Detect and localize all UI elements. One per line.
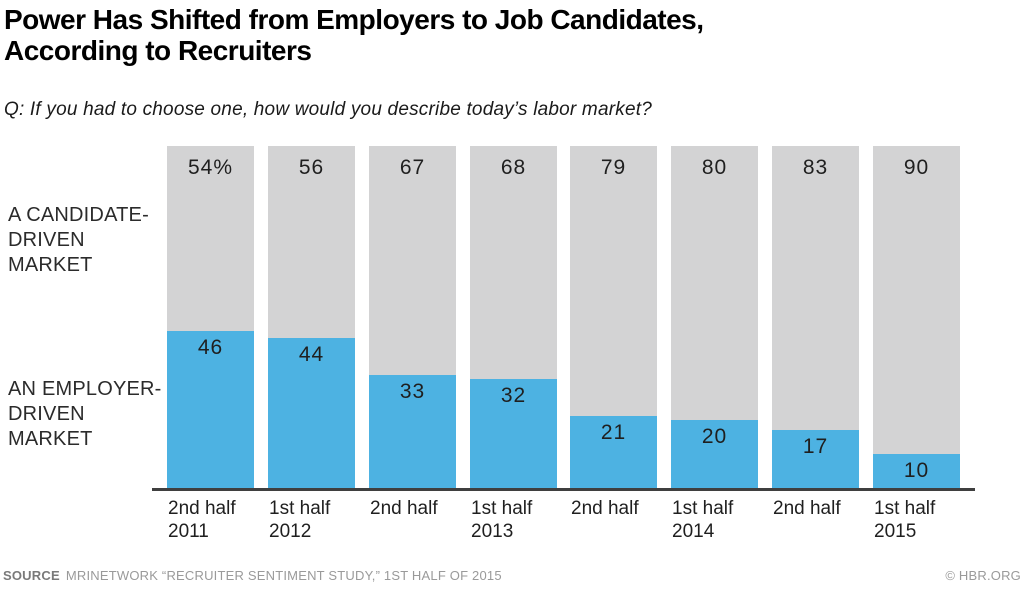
x-tick-label: 1st half 2014 (672, 498, 734, 542)
x-tick-label: 2nd half (571, 498, 639, 519)
bar-column: 80 20 (671, 146, 758, 488)
bar-value-candidate: 54% (187, 156, 234, 179)
label-employer-driven-market: AN EMPLOYER- DRIVEN MARKET (8, 378, 162, 450)
bar-value-candidate: 83 (802, 156, 829, 179)
bar-column: 79 21 (570, 146, 657, 488)
bar-value-employer: 33 (399, 380, 426, 403)
bar-segment-employer (268, 338, 355, 488)
x-tick-label: 1st half 2012 (269, 498, 331, 542)
bar-value-employer: 46 (197, 336, 224, 359)
x-tick-label: 1st half 2015 (874, 498, 936, 542)
x-tick-label: 1st half 2013 (471, 498, 533, 542)
x-tick-label: 2nd half (370, 498, 438, 519)
bar-value-employer: 20 (701, 425, 728, 448)
source-label: SOURCE (3, 568, 60, 583)
bar-segment-candidate (772, 146, 859, 430)
chart-title: Power Has Shifted from Employers to Job … (4, 4, 704, 66)
bar-value-employer: 32 (500, 384, 527, 407)
bar-value-candidate: 56 (298, 156, 325, 179)
x-tick-label: 2nd half (773, 498, 841, 519)
bar-segment-employer (167, 331, 254, 488)
bar-value-candidate: 67 (399, 156, 426, 179)
chart-title-line2: According to Recruiters (4, 35, 312, 66)
source-text: MRINETWORK “RECRUITER SENTIMENT STUDY,” … (65, 568, 502, 583)
bar-segment-employer (772, 430, 859, 488)
bar-column: 67 33 (369, 146, 456, 488)
bar-segment-employer (470, 379, 557, 488)
bar-column: 54% 46 (167, 146, 254, 488)
bar-segment-candidate (671, 146, 758, 420)
bar-segment-employer (369, 375, 456, 488)
bar-value-candidate: 68 (500, 156, 527, 179)
x-axis-line (152, 488, 975, 491)
chart-subtitle: Q: If you had to choose one, how would y… (4, 99, 652, 120)
chart-title-line1: Power Has Shifted from Employers to Job … (4, 4, 704, 35)
bar-segment-candidate (470, 146, 557, 379)
bar-segment-candidate (873, 146, 960, 454)
bar-column: 56 44 (268, 146, 355, 488)
bar-value-employer: 17 (802, 435, 829, 458)
source-note: SOURCE MRINETWORK “RECRUITER SENTIMENT ST… (3, 568, 502, 583)
bar-segment-candidate (268, 146, 355, 338)
bar-value-candidate: 79 (600, 156, 627, 179)
bar-value-candidate: 80 (701, 156, 728, 179)
bar-column: 68 32 (470, 146, 557, 488)
bar-segment-candidate (570, 146, 657, 416)
bar-value-employer: 44 (298, 343, 325, 366)
bar-value-employer: 21 (600, 421, 627, 444)
hbr-credit: © HBR.ORG (945, 568, 1021, 583)
bar-value-employer: 10 (903, 459, 930, 482)
label-candidate-driven-market: A CANDIDATE- DRIVEN MARKET (8, 204, 149, 276)
bar-segment-employer (671, 420, 758, 488)
bar-column: 83 17 (772, 146, 859, 488)
bar-segment-candidate (369, 146, 456, 375)
bar-segment-candidate (167, 146, 254, 331)
bar-segment-employer (570, 416, 657, 488)
x-tick-label: 2nd half 2011 (168, 498, 236, 542)
bar-segment-employer (873, 454, 960, 488)
bar-value-candidate: 90 (903, 156, 930, 179)
bar-column: 90 10 (873, 146, 960, 488)
